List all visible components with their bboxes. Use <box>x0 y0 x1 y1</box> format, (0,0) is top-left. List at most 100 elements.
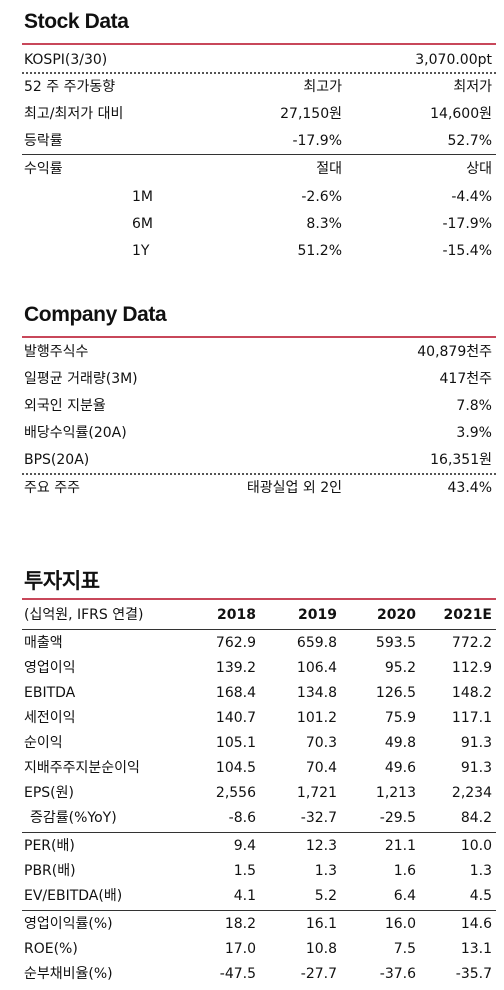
return-row: 1M -2.6% -4.4% <box>24 184 492 210</box>
range-change-low: 52.7% <box>447 133 492 149</box>
return-header-rel: 상대 <box>466 161 492 177</box>
invest-cell: 95.2 <box>384 660 416 676</box>
company-row-label: BPS(20A) <box>24 452 90 468</box>
company-row: 외국인 지분율 7.8% <box>24 393 492 419</box>
invest-row-label: 증감률(%YoY) <box>30 810 117 826</box>
invest-cell: 593.5 <box>375 635 416 651</box>
invest-cell: 91.3 <box>460 760 492 776</box>
return-header-abs: 절대 <box>316 161 342 177</box>
invest-row: 증감률(%YoY) -8.6 -32.7 -29.5 84.2 <box>24 805 492 831</box>
invest-row-label: EPS(원) <box>24 785 74 801</box>
invest-header-divider <box>22 629 496 630</box>
invest-cell: 10.8 <box>305 941 337 957</box>
company-row: 배당수익률(20A) 3.9% <box>24 420 492 446</box>
return-rel: -15.4% <box>442 243 492 259</box>
invest-cell: 9.4 <box>233 838 256 854</box>
year-header: 2018 <box>217 607 256 623</box>
invest-cell: 5.2 <box>314 888 337 904</box>
range-change-high: -17.9% <box>292 133 342 149</box>
invest-cell: -35.7 <box>455 966 492 982</box>
range-vs-low: 14,600원 <box>430 106 492 122</box>
invest-cell: 1.6 <box>393 863 416 879</box>
invest-row: 영업이익 139.2 106.4 95.2 112.9 <box>24 655 492 681</box>
invest-row: 세전이익 140.7 101.2 75.9 117.1 <box>24 705 492 731</box>
major-holder-name: 태광실업 외 2인 <box>246 480 342 496</box>
invest-cell: 16.1 <box>305 916 337 932</box>
invest-cell: 70.3 <box>305 735 337 751</box>
return-period: 1M <box>132 189 153 205</box>
invest-cell: -29.5 <box>379 810 416 826</box>
invest-cell: 4.1 <box>233 888 256 904</box>
company-row-label: 배당수익률(20A) <box>24 425 127 441</box>
invest-cell: 21.1 <box>384 838 416 854</box>
return-rel: -17.9% <box>442 216 492 232</box>
stock-data-title: Stock Data <box>24 10 129 33</box>
range-divider <box>22 154 496 155</box>
invest-cell: 659.8 <box>296 635 337 651</box>
kospi-row: KOSPI(3/30) 3,070.00pt <box>24 47 492 73</box>
return-abs: -2.6% <box>301 189 342 205</box>
company-row-value: 417천주 <box>439 371 492 387</box>
range-header-label: 52 주 주가동향 <box>24 79 116 95</box>
return-row: 6M 8.3% -17.9% <box>24 211 492 237</box>
invest-cell: 12.3 <box>305 838 337 854</box>
invest-cell: 70.4 <box>305 760 337 776</box>
range-header-high: 최고가 <box>303 79 342 95</box>
year-header: 2019 <box>298 607 337 623</box>
return-period: 6M <box>132 216 153 232</box>
return-header-row: 수익률 절대 상대 <box>24 156 492 182</box>
invest-row: EBITDA 168.4 134.8 126.5 148.2 <box>24 680 492 706</box>
invest-cell: 14.6 <box>460 916 492 932</box>
invest-cell: 7.5 <box>393 941 416 957</box>
invest-title-rule <box>22 598 496 600</box>
invest-cell: 1.3 <box>469 863 492 879</box>
invest-cell: 49.6 <box>384 760 416 776</box>
range-change-row: 등락률 -17.9% 52.7% <box>24 128 492 154</box>
invest-row: 영업이익률(%) 18.2 16.1 16.0 14.6 <box>24 911 492 937</box>
invest-cell: 1,721 <box>296 785 337 801</box>
range-change-label: 등락률 <box>24 133 63 149</box>
invest-cell: 10.0 <box>460 838 492 854</box>
invest-row-label: EV/EBITDA(배) <box>24 888 123 904</box>
return-row: 1Y 51.2% -15.4% <box>24 238 492 264</box>
invest-row-label: 지배주주지분순이익 <box>24 760 140 776</box>
stock-title-rule <box>22 43 496 45</box>
return-rel: -4.4% <box>451 189 492 205</box>
invest-unit-label: (십억원, IFRS 연결) <box>24 607 144 623</box>
invest-row-label: PER(배) <box>24 838 75 854</box>
invest-cell: -47.5 <box>219 966 256 982</box>
invest-cell: 1,213 <box>375 785 416 801</box>
company-row-value: 3.9% <box>456 425 492 441</box>
invest-row-label: 영업이익 <box>24 660 76 676</box>
major-holder-value: 43.4% <box>447 480 492 496</box>
invest-cell: 49.8 <box>384 735 416 751</box>
invest-cell: -32.7 <box>300 810 337 826</box>
company-row: 일평균 거래량(3M) 417천주 <box>24 366 492 392</box>
invest-cell: 117.1 <box>451 710 492 726</box>
invest-cell: -37.6 <box>379 966 416 982</box>
invest-cell: 2,556 <box>215 785 256 801</box>
invest-group-divider <box>22 910 496 911</box>
company-row-value: 16,351원 <box>430 452 492 468</box>
invest-cell: 105.1 <box>215 735 256 751</box>
invest-cell: 168.4 <box>215 685 256 701</box>
invest-row-label: ROE(%) <box>24 941 78 957</box>
invest-group-divider <box>22 832 496 833</box>
invest-cell: 112.9 <box>451 660 492 676</box>
invest-row: ROE(%) 17.0 10.8 7.5 13.1 <box>24 936 492 962</box>
invest-row: 매출액 762.9 659.8 593.5 772.2 <box>24 630 492 656</box>
invest-cell: 75.9 <box>384 710 416 726</box>
invest-row: 순이익 105.1 70.3 49.8 91.3 <box>24 730 492 756</box>
invest-cell: 4.5 <box>469 888 492 904</box>
invest-row-label: 순이익 <box>24 735 63 751</box>
invest-header-row: (십억원, IFRS 연결) 2018 2019 2020 2021E <box>24 602 492 628</box>
invest-cell: 13.1 <box>460 941 492 957</box>
range-header-low: 최저가 <box>453 79 492 95</box>
invest-cell: 140.7 <box>215 710 256 726</box>
company-row-label: 외국인 지분율 <box>24 398 106 414</box>
invest-row: 지배주주지분순이익 104.5 70.4 49.6 91.3 <box>24 755 492 781</box>
invest-cell: 17.0 <box>224 941 256 957</box>
invest-cell: 1.5 <box>233 863 256 879</box>
invest-cell: 18.2 <box>224 916 256 932</box>
invest-cell: 134.8 <box>296 685 337 701</box>
